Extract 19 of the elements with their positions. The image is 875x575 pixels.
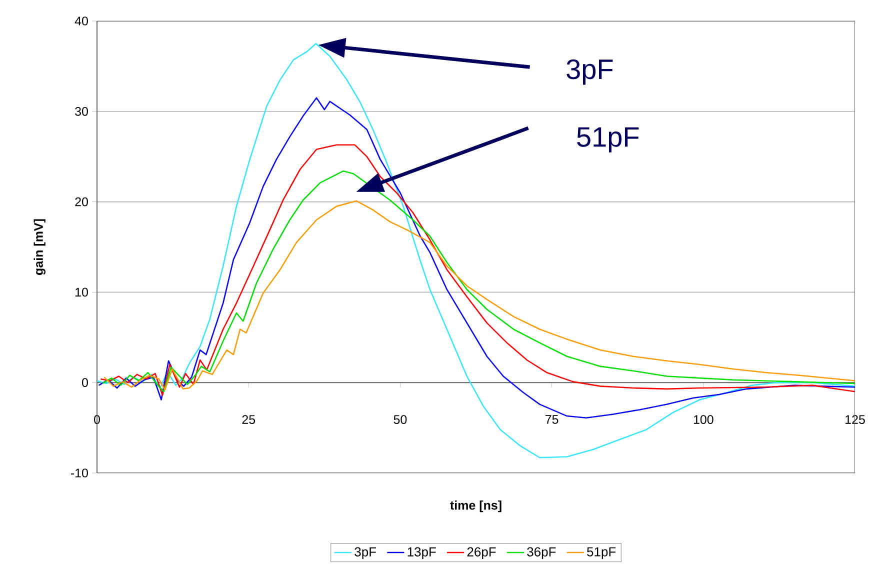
legend-label: 3pF xyxy=(354,547,376,560)
y-axis-title: gain [mV] xyxy=(34,219,46,275)
legend-label: 26pF xyxy=(467,547,496,560)
annotation: 51pF xyxy=(577,127,639,152)
y-tick-label: 40 xyxy=(74,16,88,26)
x-tick-label: 50 xyxy=(394,415,407,424)
y-tick-label: -10 xyxy=(70,468,88,478)
x-axis-title: time [ns] xyxy=(450,500,502,512)
y-tick-label: 20 xyxy=(75,197,88,206)
y-tick-label: 0 xyxy=(82,378,88,388)
x-tick-label: 25 xyxy=(242,415,256,424)
legend-label: 51pF xyxy=(587,547,616,559)
y-tick-label: 30 xyxy=(75,106,88,116)
x-tick-label: 100 xyxy=(694,415,714,424)
legend-label: 13pF xyxy=(408,547,436,560)
legend-label: 36pF xyxy=(527,547,556,560)
annotation: 3pF xyxy=(566,59,613,85)
y-tick-label: 10 xyxy=(76,288,88,297)
x-tick-label: 75 xyxy=(545,415,558,424)
